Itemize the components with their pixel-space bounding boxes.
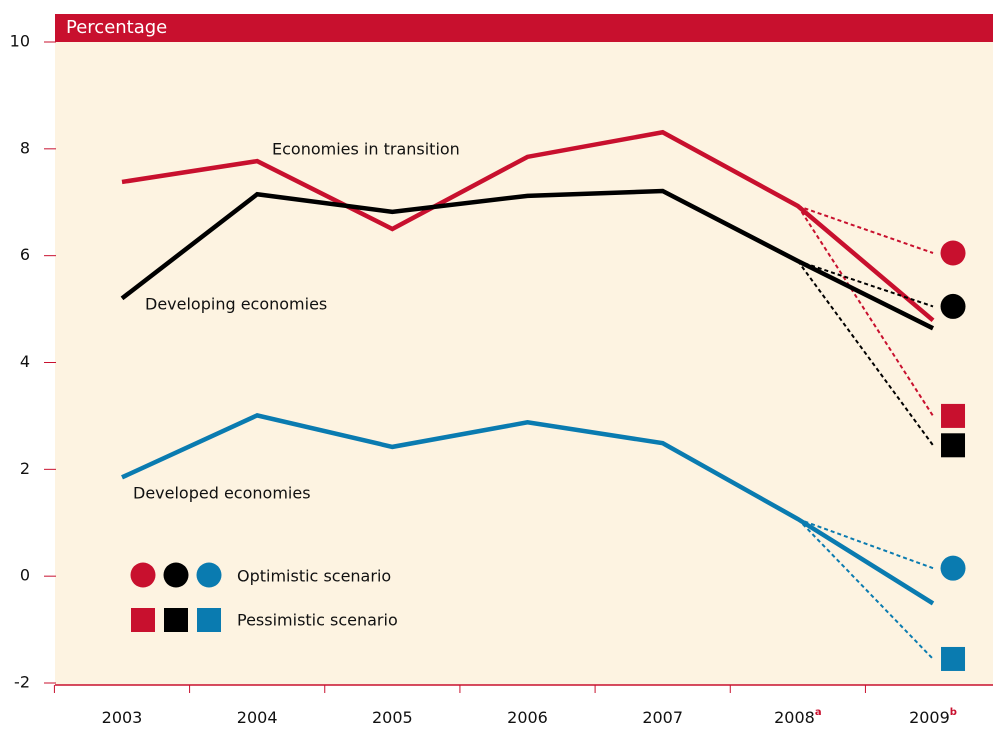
- legend-circle: [163, 562, 189, 588]
- category: 2009: [909, 708, 950, 727]
- x-tick-label: 2007: [642, 708, 683, 727]
- series-line: [121, 413, 935, 606]
- pessimistic-marker: [941, 433, 966, 458]
- optimistic-marker: [940, 293, 966, 319]
- axis-title: Percentage: [66, 17, 167, 38]
- legend-square: [131, 608, 155, 632]
- category: 2008: [774, 708, 815, 727]
- category: 2004: [237, 708, 278, 727]
- x-tick-label: 2003: [102, 708, 143, 727]
- legend-label: Optimistic scenario: [237, 567, 391, 586]
- pessimistic-marker: [941, 403, 966, 428]
- x-tick-label: 2009b: [909, 707, 957, 727]
- pessimistic-marker: [941, 646, 966, 671]
- footnote-mark: b: [950, 707, 957, 718]
- category: 2003: [102, 708, 143, 727]
- legend-square: [197, 608, 221, 632]
- y-tick-label: 2: [20, 459, 30, 478]
- scenario-line: [797, 518, 934, 660]
- y-tick-label: 8: [20, 138, 30, 157]
- y-tick-label: 4: [20, 352, 30, 371]
- scenario-line: [797, 205, 934, 254]
- legend-label: Pessimistic scenario: [237, 611, 398, 630]
- x-tick-label: 2006: [507, 708, 548, 727]
- x-tick-label: 2008a: [774, 707, 821, 727]
- y-tick-label: 0: [20, 566, 30, 585]
- category: 2006: [507, 708, 548, 727]
- y-tick-label: 10: [10, 32, 30, 51]
- y-tick-label: 6: [20, 245, 30, 264]
- x-tick-label: 2005: [372, 708, 413, 727]
- series-label: Developing economies: [145, 295, 327, 314]
- series-label: Economies in transition: [272, 140, 460, 159]
- header-bar: [55, 14, 993, 42]
- scenario-line: [797, 260, 934, 308]
- optimistic-marker: [940, 240, 966, 266]
- legend-circle: [196, 562, 222, 588]
- scenario-line: [797, 518, 934, 570]
- scenario-line: [797, 260, 934, 446]
- legend-circle: [130, 562, 156, 588]
- plot-background: [55, 14, 993, 685]
- footnote-mark: a: [815, 707, 822, 718]
- category: 2007: [642, 708, 683, 727]
- category: 2005: [372, 708, 413, 727]
- legend-square: [164, 608, 188, 632]
- y-tick-label: -2: [14, 673, 30, 692]
- x-tick-label: 2004: [237, 708, 278, 727]
- series-line: [121, 129, 935, 323]
- optimistic-marker: [940, 555, 966, 581]
- series-label: Developed economies: [133, 484, 311, 503]
- series-line: [120, 188, 935, 331]
